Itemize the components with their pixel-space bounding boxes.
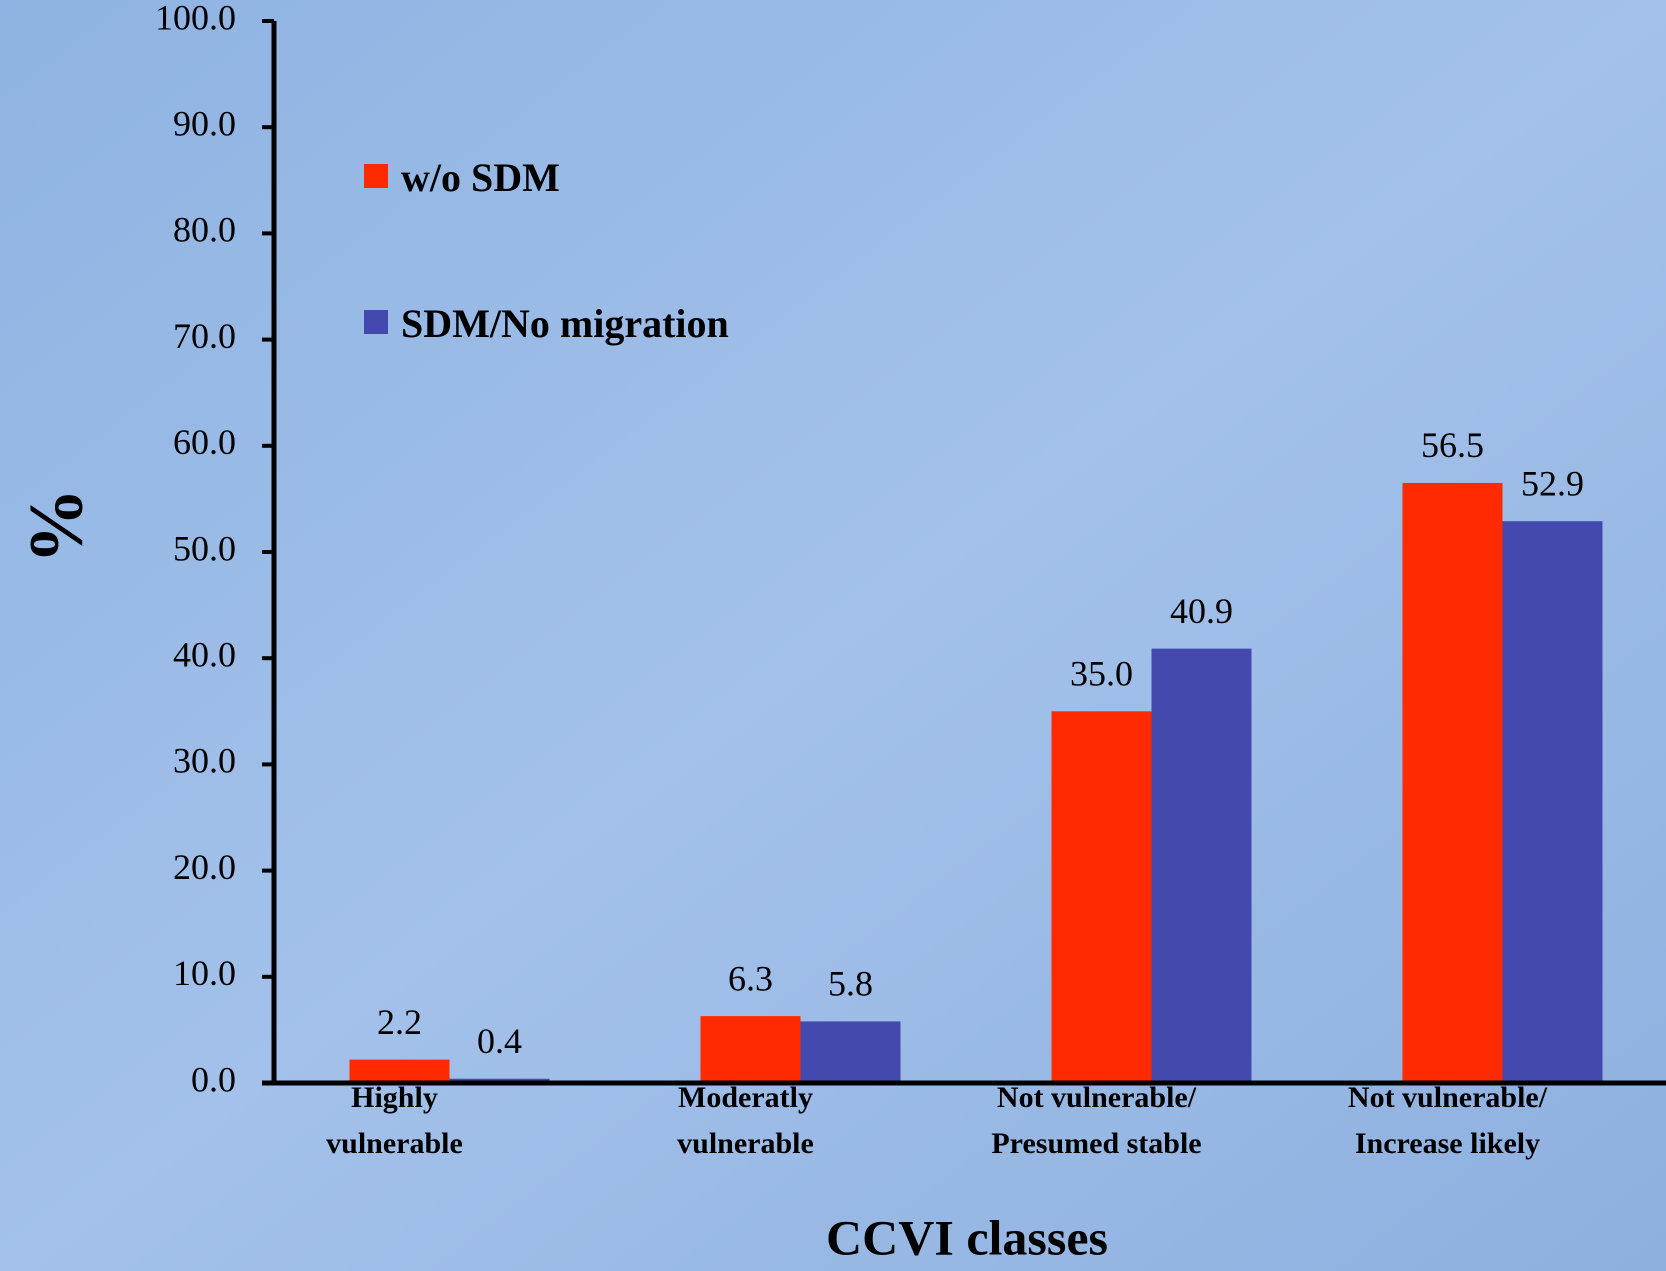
x-tick-label: Not vulnerable/Increase likely <box>1348 1081 1548 1160</box>
value-label: 35.0 <box>1070 654 1133 694</box>
x-tick-label: Not vulnerable/Presumed stable <box>991 1081 1201 1160</box>
y-tick-label: 30.0 <box>173 741 236 781</box>
value-label: 2.2 <box>377 1002 422 1042</box>
x-tick-label-line: Moderatly <box>678 1081 813 1114</box>
value-label: 0.4 <box>477 1021 522 1061</box>
y-tick-label: 50.0 <box>173 528 236 568</box>
y-tick-label: 80.0 <box>173 210 236 250</box>
y-tick-label: 20.0 <box>173 847 236 887</box>
x-tick-label-line: Highly <box>351 1081 438 1114</box>
x-tick-label-line: vulnerable <box>677 1127 814 1160</box>
legend-label: w/o SDM <box>401 155 560 200</box>
y-axis-title: % <box>14 488 98 564</box>
x-tick-label-line: vulnerable <box>326 1127 463 1160</box>
x-tick-label: Highly vulnerable <box>326 1081 463 1160</box>
value-label: 40.9 <box>1170 591 1233 631</box>
x-tick-label: Moderatly vulnerable <box>677 1081 814 1160</box>
bar <box>800 1021 901 1083</box>
x-tick-label-line: Not vulnerable/ <box>1348 1081 1548 1114</box>
y-tick-label: 90.0 <box>173 103 236 143</box>
y-tick-label: 0.0 <box>191 1059 236 1099</box>
bar <box>349 1059 450 1083</box>
bar <box>1051 711 1152 1083</box>
x-axis-title: CCVI classes <box>826 1209 1108 1265</box>
y-tick-label: 60.0 <box>173 422 236 462</box>
legend-label: SDM/No migration <box>401 301 729 346</box>
x-tick-label-line: Presumed stable <box>991 1127 1201 1160</box>
value-label: 5.8 <box>828 964 873 1004</box>
y-tick-label: 40.0 <box>173 634 236 674</box>
y-tick-label: 100.0 <box>155 0 236 37</box>
legend-swatch <box>364 164 388 188</box>
bar <box>1502 521 1603 1083</box>
y-tick-label: 70.0 <box>173 316 236 356</box>
value-label: 6.3 <box>728 958 773 998</box>
x-tick-label-line: Not vulnerable/ <box>997 1081 1197 1114</box>
value-label: 56.5 <box>1421 425 1484 465</box>
bar <box>1402 482 1503 1084</box>
y-tick-label: 10.0 <box>173 953 236 993</box>
x-tick-label-line: Increase likely <box>1355 1127 1540 1160</box>
bar <box>1151 648 1252 1083</box>
bar <box>700 1016 801 1083</box>
value-label: 52.9 <box>1521 463 1584 503</box>
legend-swatch <box>364 310 388 334</box>
